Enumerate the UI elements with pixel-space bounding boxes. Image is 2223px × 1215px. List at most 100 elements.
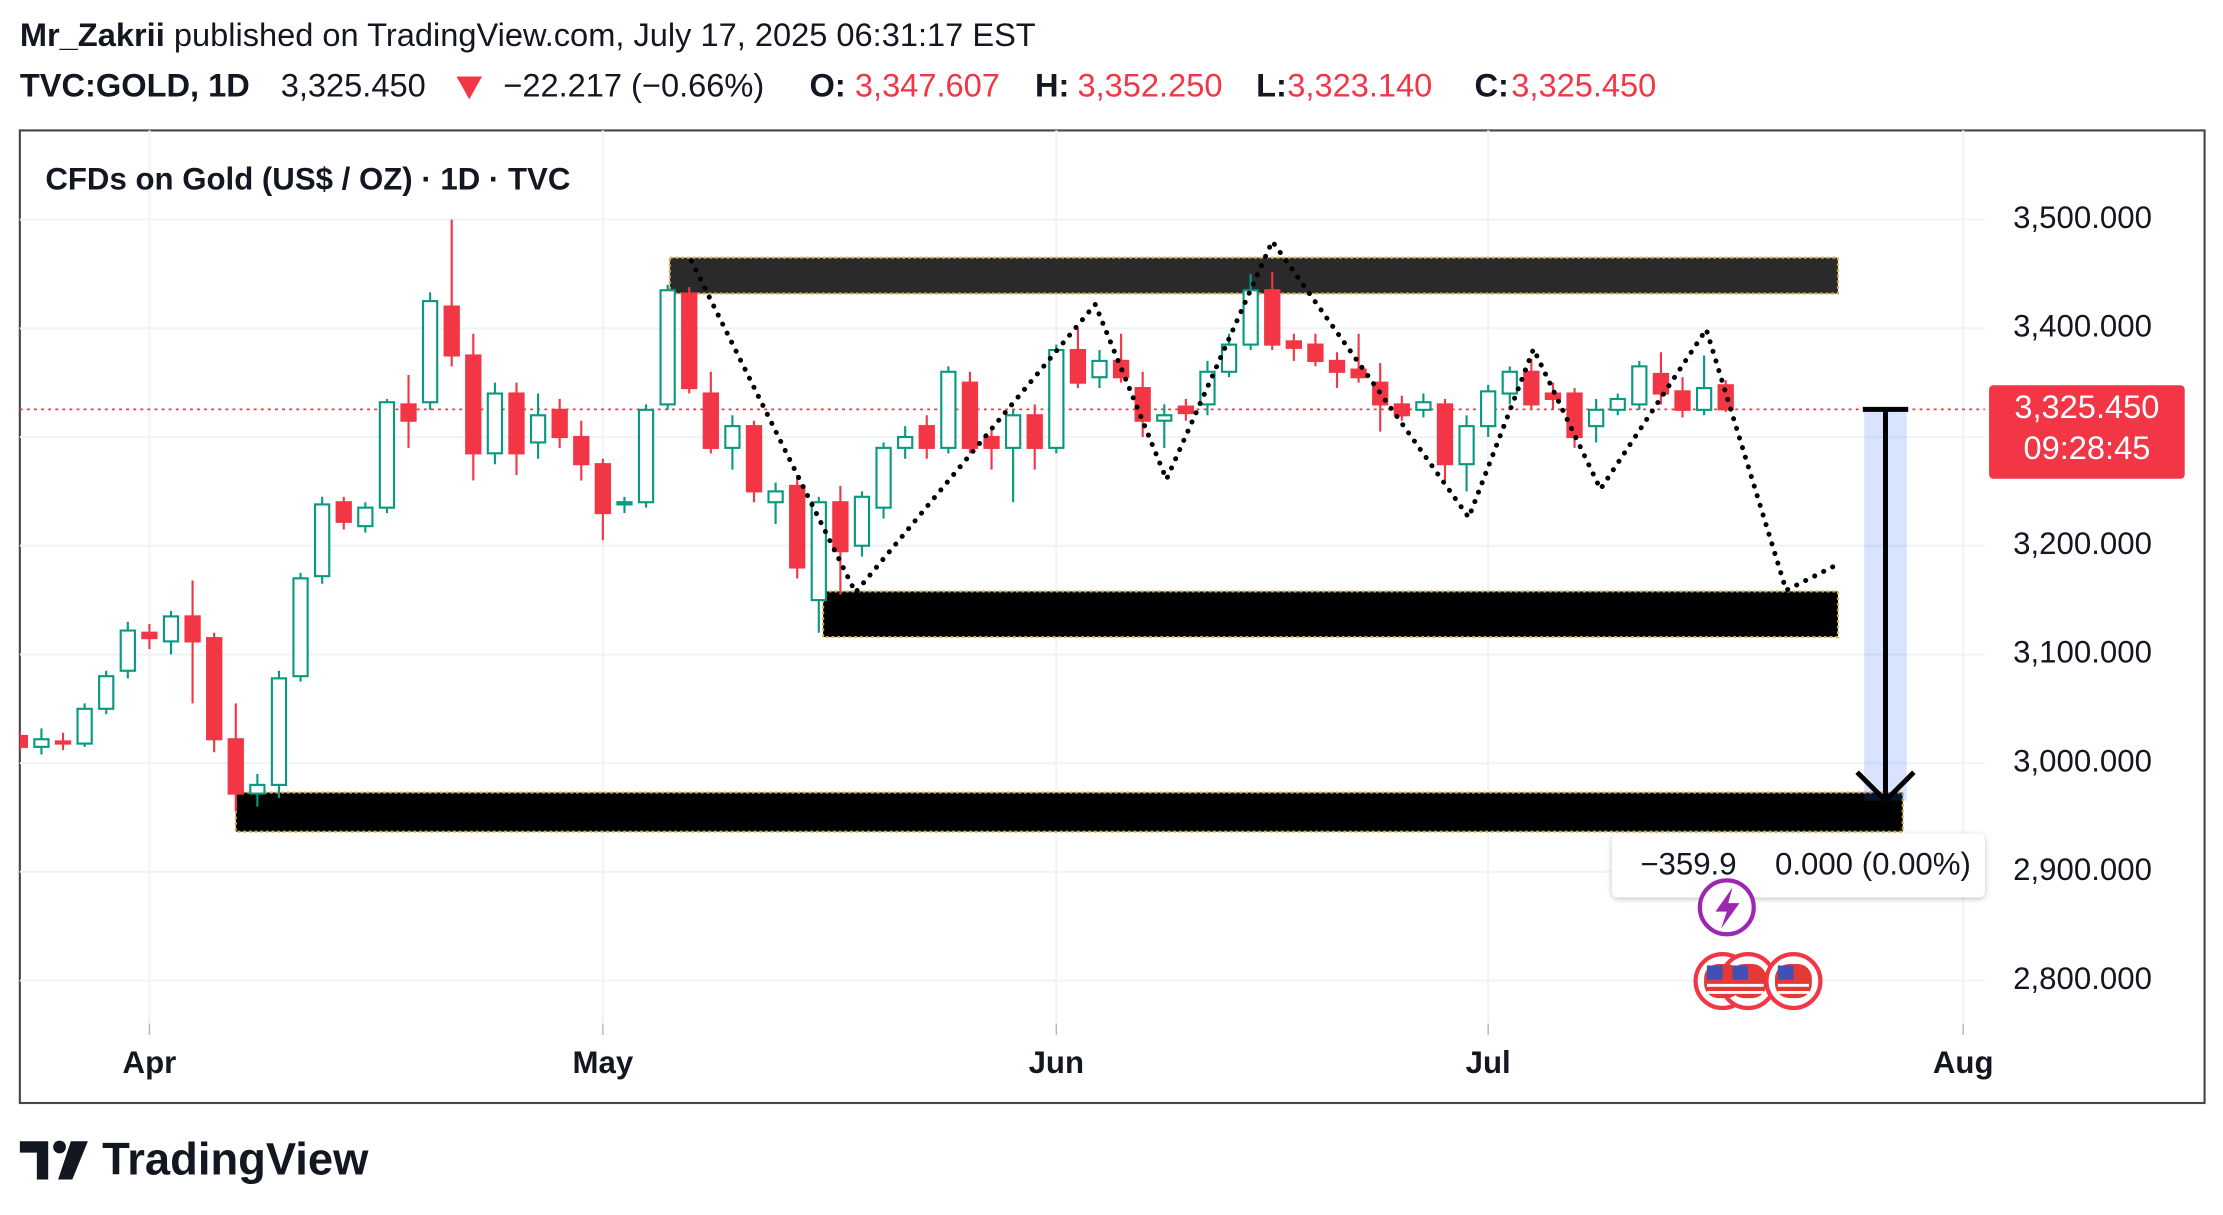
candle-body — [443, 305, 460, 357]
y-tick-label: 2,900.000 — [2013, 852, 2152, 887]
ohlc-value: 3,323.140 — [1287, 67, 1432, 104]
ohlc-key: L: — [1256, 67, 1287, 104]
y-tick-label: 3,000.000 — [2013, 743, 2152, 778]
y-tick-label: 3,200.000 — [2013, 526, 2152, 561]
ohlc: O: 3,347.607 H: 3,352.250 L: 3,323.140 C: 3,325… — [810, 67, 1657, 104]
symbol: TVC:GOLD, 1D — [20, 67, 250, 104]
candle-body — [1587, 408, 1605, 428]
ohlc-value: 3,352.250 — [1077, 67, 1222, 104]
candle-body — [357, 506, 374, 528]
candle-body — [292, 577, 309, 678]
candle-body — [1307, 343, 1324, 362]
candle-body — [184, 615, 201, 643]
candle-body — [335, 501, 352, 523]
candle-body — [508, 392, 525, 455]
header-line: Mr_Zakrii published on TradingView.com, … — [20, 15, 1036, 52]
candle-body — [1674, 390, 1691, 411]
candle-body — [1717, 384, 1734, 411]
ohlc-value: 3,347.607 — [855, 67, 1000, 104]
x-tick-label: Aug — [1933, 1045, 1994, 1080]
measure-arrowhead — [1855, 770, 1916, 805]
candle-body — [1350, 368, 1367, 379]
ohlc-key: H: — [1035, 67, 1069, 104]
candle-body — [421, 300, 439, 404]
candle-body — [54, 740, 72, 745]
candle-body — [659, 289, 676, 406]
candle-body — [1004, 414, 1022, 449]
candle-body — [19, 734, 29, 748]
candle-body — [162, 615, 180, 643]
candle-body — [529, 414, 547, 444]
candle-body — [573, 435, 590, 466]
plot-area — [19, 219, 1985, 833]
candle-body — [1156, 414, 1173, 422]
candle-body — [832, 501, 849, 553]
candle-body — [1285, 340, 1302, 349]
candle-body — [1177, 405, 1195, 415]
candle-body — [1048, 348, 1065, 449]
candle-body — [616, 501, 633, 506]
candle-body — [897, 435, 914, 449]
candle-body — [1091, 359, 1108, 379]
zigzag-projection — [688, 236, 1841, 597]
candle-body — [1328, 359, 1346, 373]
brand-logo — [19, 1140, 88, 1180]
candle-body — [98, 675, 115, 710]
candle-body — [1069, 348, 1087, 384]
zone — [822, 590, 1840, 639]
candle-body — [853, 495, 871, 547]
candle-body — [1242, 289, 1259, 346]
publisher: Mr_Zakrii — [20, 15, 165, 52]
last-price-tag — [1989, 385, 2185, 479]
header-change: −22.217 (−0.66%) — [503, 67, 764, 104]
candle-body — [745, 425, 763, 493]
candle-body — [1026, 414, 1043, 449]
event-icons — [1693, 878, 1823, 1011]
flag-icons — [1693, 952, 1823, 1011]
y-tick-label: 3,400.000 — [2013, 309, 2152, 344]
candle-body — [1631, 365, 1648, 406]
candle-body — [918, 425, 935, 449]
candle-body — [1480, 390, 1497, 428]
candle-body — [1415, 401, 1432, 411]
candle-body — [767, 490, 784, 504]
candle-body — [378, 401, 396, 509]
candle-body — [1264, 289, 1281, 346]
zone — [234, 791, 1904, 833]
candle-body — [681, 292, 698, 390]
candle-body — [1393, 403, 1410, 417]
brand-name: TradingView — [102, 1134, 369, 1185]
candle-body — [961, 381, 979, 449]
candle-body — [551, 408, 568, 439]
candle-body — [637, 408, 655, 504]
lightning-icon — [1715, 887, 1740, 929]
ohlc-key: C: — [1474, 67, 1508, 104]
candle-body — [206, 637, 223, 741]
candle-body — [76, 707, 93, 745]
chart-title: CFDs on Gold (US$ / OZ) · 1D · TVC — [45, 162, 570, 197]
x-tick-label: Jun — [1029, 1045, 1084, 1080]
zone — [668, 256, 1840, 295]
y-tick-label: 2,800.000 — [2013, 961, 2152, 996]
candle-body — [270, 677, 288, 786]
measure-bars: 0.000 (0.00%) — [1775, 846, 1971, 881]
x-tick-label: Apr — [123, 1045, 177, 1080]
header-price: 3,325.450 — [281, 67, 426, 104]
y-tick-label: 3,500.000 — [2013, 200, 2152, 235]
candle-body — [313, 503, 331, 578]
x-tick-label: May — [573, 1045, 634, 1080]
countdown: 09:28:45 — [2023, 429, 2150, 466]
published-info: published on TradingView.com, July 17, 2… — [174, 15, 1036, 52]
last-price-label: 3,325.450 — [2014, 388, 2159, 425]
candle-body — [400, 403, 417, 422]
candle-body — [141, 631, 158, 640]
candle-body — [983, 435, 1000, 449]
candle-body — [1695, 387, 1713, 411]
candle-body — [810, 501, 827, 602]
x-tick-label: Jul — [1466, 1045, 1511, 1080]
candle-body — [1609, 397, 1626, 411]
candle-body — [33, 738, 50, 748]
candle-body — [1458, 425, 1475, 466]
down-arrow-icon — [456, 76, 483, 100]
